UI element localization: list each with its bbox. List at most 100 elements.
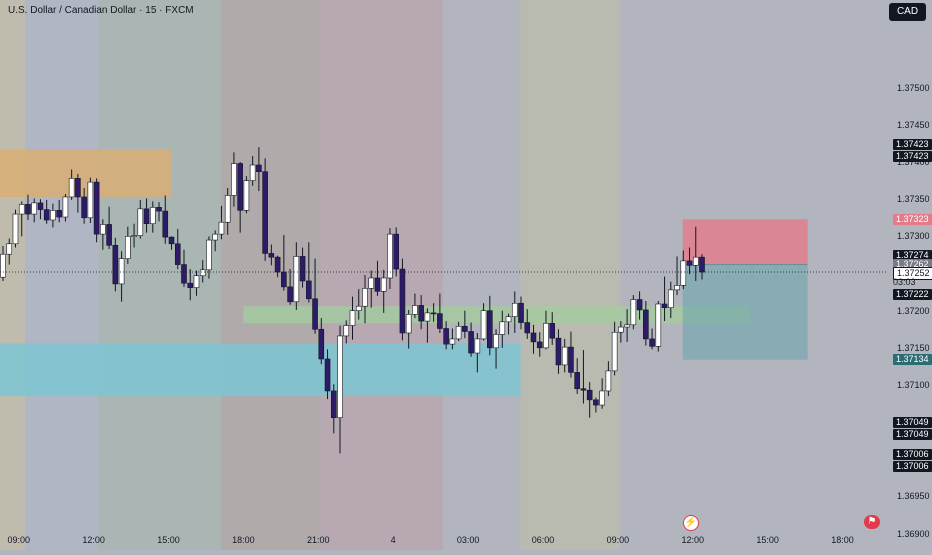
candle-body xyxy=(393,233,399,270)
time-tick: 15:00 xyxy=(157,535,180,545)
currency-button[interactable]: CAD xyxy=(889,3,926,21)
candle-body xyxy=(474,338,481,354)
candle xyxy=(437,293,443,333)
candle xyxy=(493,329,499,369)
lightning-icon[interactable]: ⚡ xyxy=(683,515,699,531)
candle-body xyxy=(355,305,362,311)
candle-body xyxy=(611,331,618,372)
candle xyxy=(93,178,100,243)
candle xyxy=(243,176,250,214)
candle-body xyxy=(199,269,206,277)
candle xyxy=(231,152,237,207)
candle-body xyxy=(0,253,6,278)
candle xyxy=(480,303,487,341)
candle xyxy=(692,226,699,281)
candle xyxy=(405,309,412,349)
stop-zone xyxy=(682,264,808,360)
time-tick: 06:00 xyxy=(531,535,555,545)
candlestick-series xyxy=(0,147,705,454)
candle xyxy=(586,382,593,418)
candle-body xyxy=(462,325,468,332)
candle xyxy=(580,350,587,404)
candle xyxy=(75,173,81,213)
price-tick: 1.37300 xyxy=(897,231,930,242)
price-label: 1.37006 xyxy=(893,449,932,461)
candle xyxy=(686,247,693,275)
candle-body xyxy=(636,299,643,311)
flag-icon[interactable]: ⚑ xyxy=(864,515,880,529)
candle-body xyxy=(580,388,587,391)
candle-body xyxy=(349,310,356,326)
candle-body xyxy=(399,268,406,334)
time-tick: 18:00 xyxy=(831,535,854,545)
candle xyxy=(37,199,44,220)
candle xyxy=(62,193,69,222)
price-label: 1.37262 xyxy=(893,259,932,271)
candle xyxy=(125,226,131,264)
candle-body xyxy=(274,256,281,273)
countdown-timer: 03:03 xyxy=(893,277,916,288)
candle-body xyxy=(125,236,131,259)
candle-body xyxy=(118,258,125,285)
long-position-tool[interactable] xyxy=(682,219,808,360)
candle-body xyxy=(405,314,412,334)
candle xyxy=(680,250,687,290)
price-label: 1.37222 xyxy=(893,288,932,300)
time-tick: 03:00 xyxy=(456,535,480,545)
candle xyxy=(443,321,449,350)
candle xyxy=(18,201,25,237)
candle-body xyxy=(174,243,181,265)
candle-body xyxy=(293,256,300,303)
price-label: 1.37423 xyxy=(893,139,932,151)
candle xyxy=(399,258,406,341)
candle-body xyxy=(599,390,605,406)
candle xyxy=(468,322,474,357)
candle-body xyxy=(618,326,624,333)
candle xyxy=(293,242,300,310)
candle xyxy=(281,234,287,291)
candle-body xyxy=(137,208,144,236)
price-label: 1.37134 xyxy=(893,354,932,366)
candle xyxy=(206,236,212,279)
candle xyxy=(218,205,225,240)
candle-body xyxy=(668,289,674,309)
candle-body xyxy=(437,313,443,329)
candle xyxy=(100,219,106,250)
candle-body xyxy=(131,235,137,237)
zone-rectangles xyxy=(0,149,751,397)
time-tick: 18:00 xyxy=(232,535,255,545)
candle-body xyxy=(224,195,231,223)
candle-body xyxy=(218,221,225,235)
candle xyxy=(380,269,387,313)
candle-body xyxy=(499,321,506,335)
candle-body xyxy=(699,256,705,273)
candle xyxy=(549,312,556,345)
candle-body xyxy=(306,280,312,300)
price-label: 1.37274 xyxy=(893,250,932,262)
candle-body xyxy=(593,399,599,406)
candle-body xyxy=(568,346,574,373)
candle xyxy=(68,169,75,200)
candle-body xyxy=(362,288,368,307)
candle-body xyxy=(380,277,387,292)
candle xyxy=(630,295,637,330)
candle xyxy=(274,255,281,278)
candle-body xyxy=(337,335,343,419)
candle xyxy=(143,198,150,233)
candle-body xyxy=(206,239,212,271)
candle-body xyxy=(212,233,218,241)
candle xyxy=(268,244,275,266)
candle-body xyxy=(43,209,50,221)
price-label: 1.37049 xyxy=(893,417,932,429)
candle xyxy=(199,260,206,283)
candle xyxy=(649,328,655,350)
candle-body xyxy=(62,196,69,218)
session-band xyxy=(443,0,521,550)
candle xyxy=(499,310,506,348)
zone-rect xyxy=(0,343,521,397)
candle-body xyxy=(318,328,325,360)
candle xyxy=(618,321,624,343)
candle xyxy=(530,324,537,354)
